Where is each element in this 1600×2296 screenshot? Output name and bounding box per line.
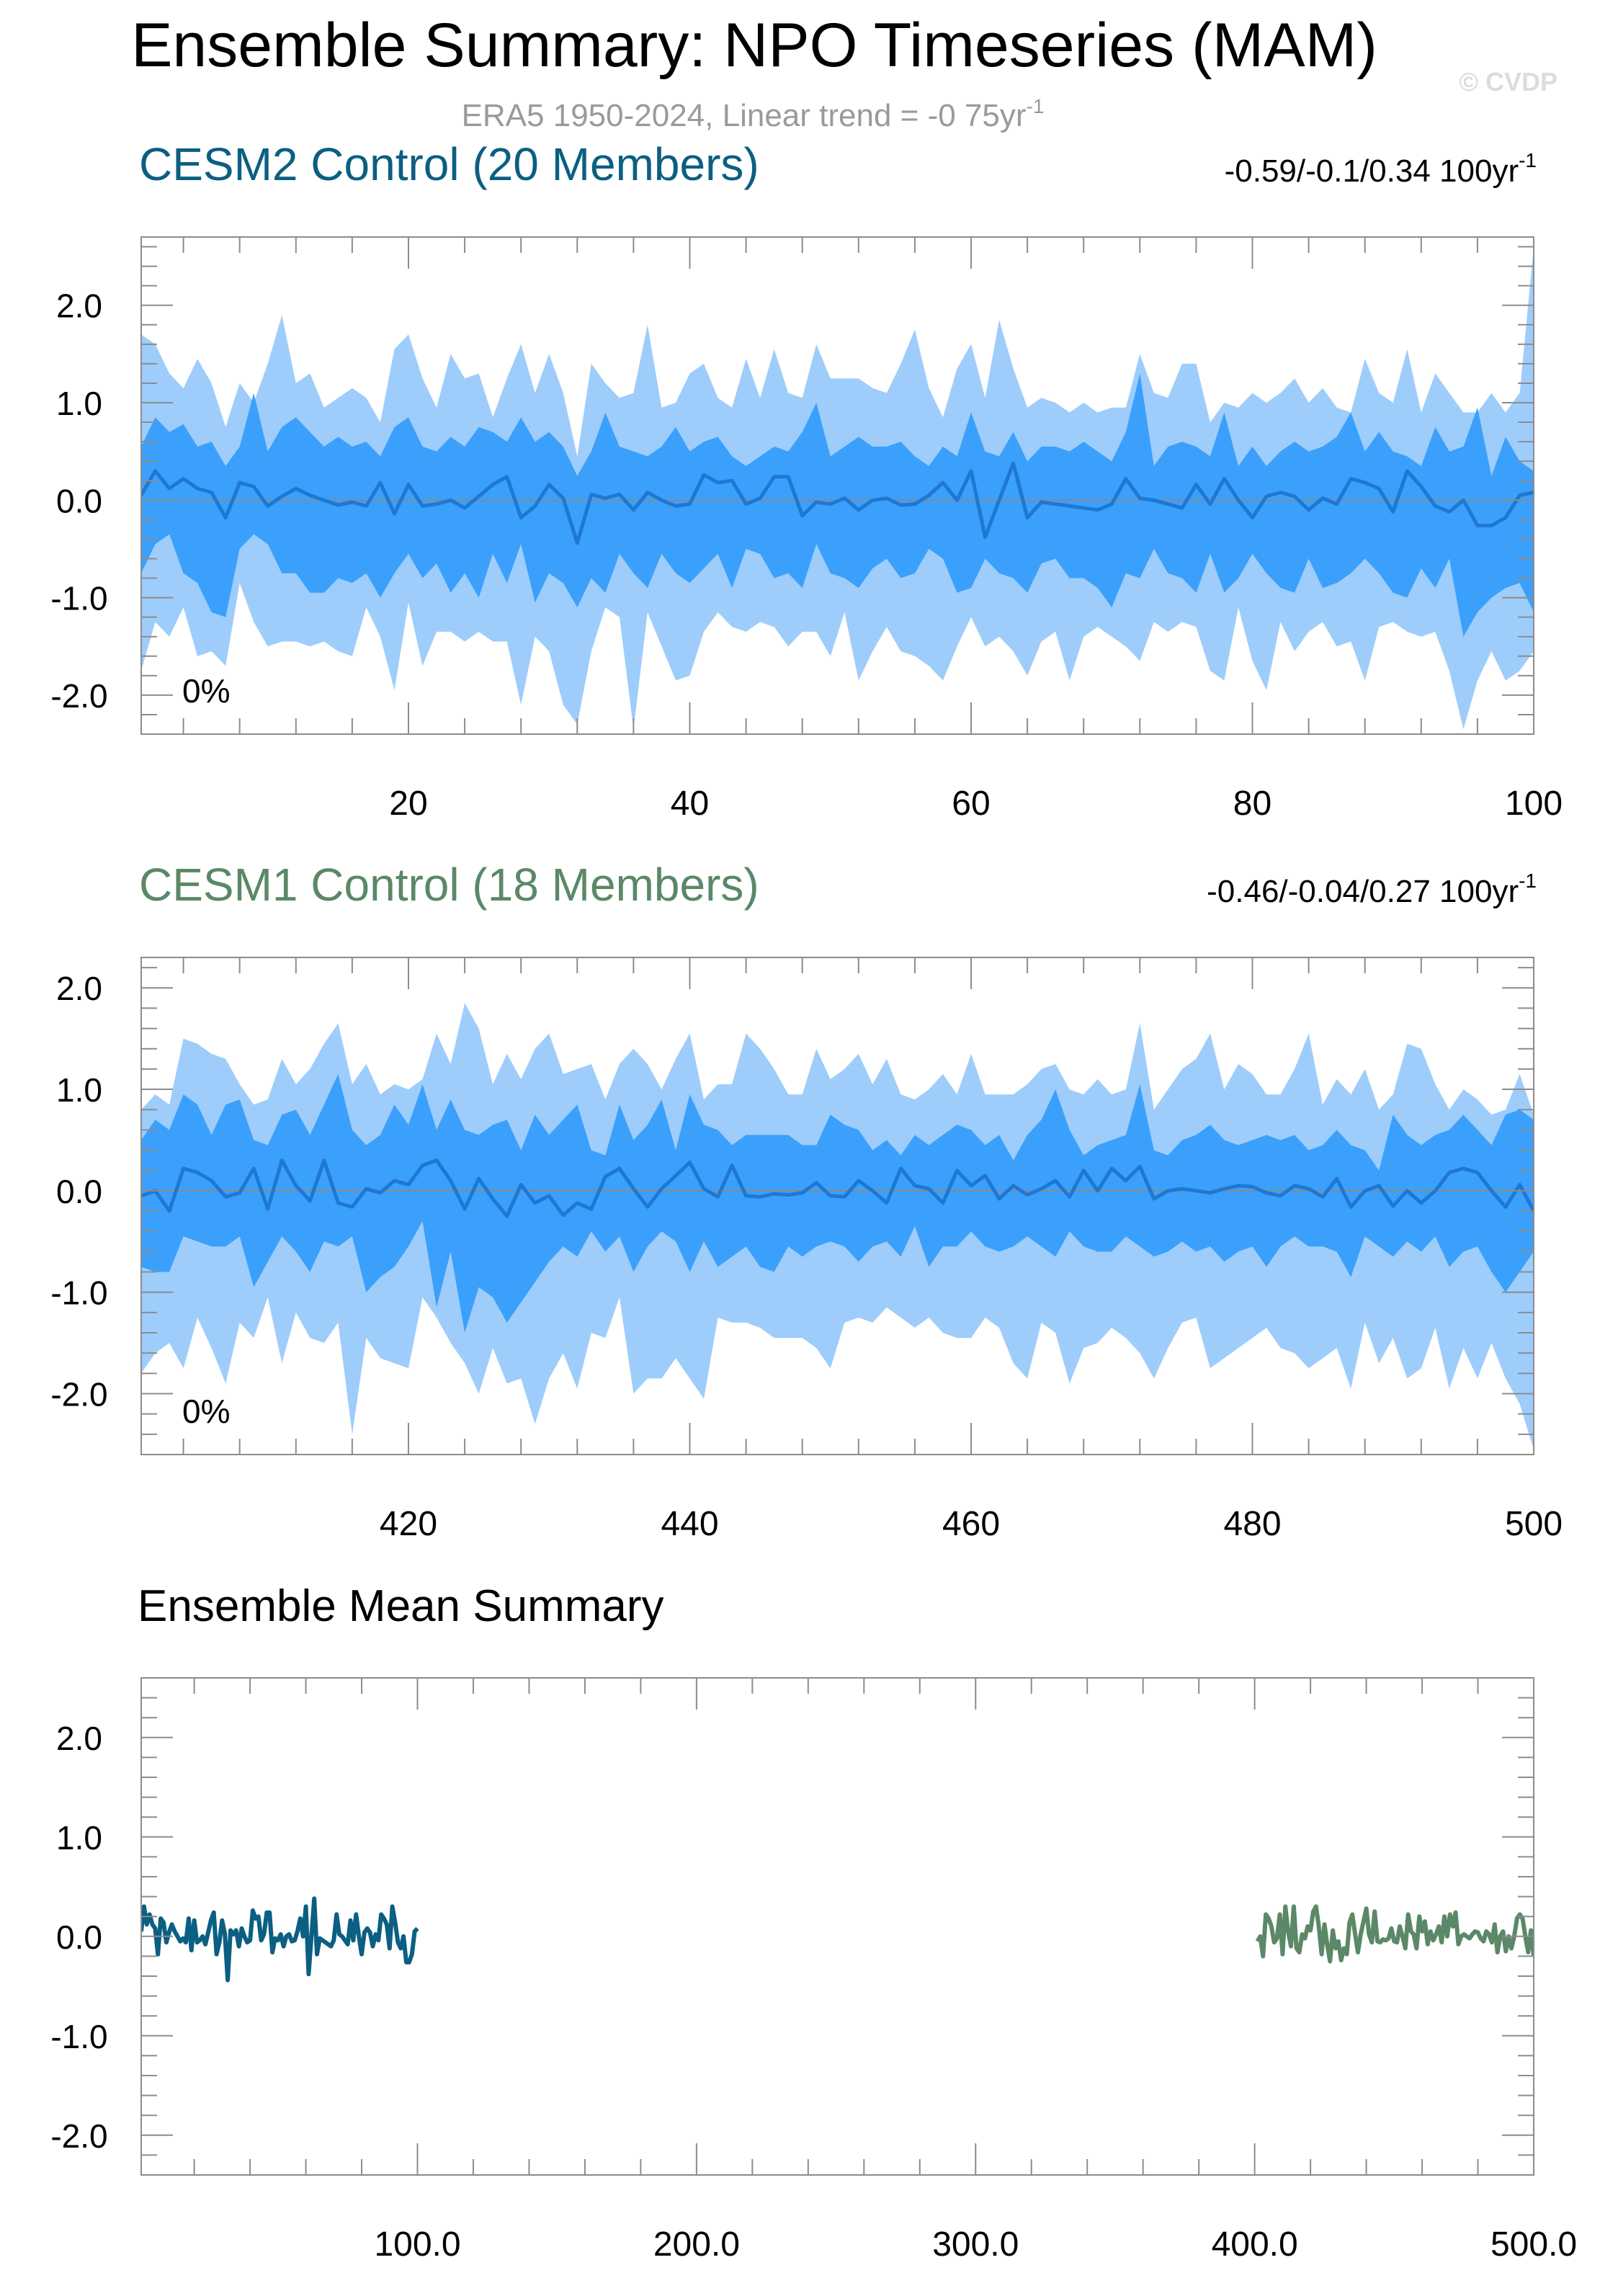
cesm1-median-line <box>141 1158 1534 1218</box>
figure-title: Ensemble Summary: NPO Timeseries (MAM) <box>131 11 1377 80</box>
cesm1-frame <box>140 957 1534 1455</box>
ensemble-mean-x-tick-label: 200.0 <box>653 2225 740 2264</box>
cesm1-y-tick-label: 2.0 <box>56 970 102 1007</box>
subtitle: ERA5 1950-2024, Linear trend = -0 75yr-1 <box>462 95 1045 133</box>
ensemble-mean-series-line-1 <box>141 1896 419 1983</box>
ensemble-mean-x-tick-label: 400.0 <box>1212 2225 1298 2264</box>
cesm1-panel: CESM1 Control (18 Members) -0.46/-0.04/0… <box>50 859 1563 1543</box>
ensemble-mean-frame <box>140 1677 1534 2176</box>
cesm2-y-tick-label: 0.0 <box>56 482 102 519</box>
cesm2-plot-area: 2.0 1.0 0.0 -1.0 -2.0 20 40 60 80 100 <box>50 236 1563 823</box>
cesm1-y-tick-label: 0.0 <box>56 1173 102 1210</box>
cesm1-x-tick-label: 460 <box>942 1505 1000 1543</box>
cesm2-panel-title: CESM2 Control (20 Members) <box>139 138 759 190</box>
ensemble-mean-y-tick-label: -2.0 <box>50 2117 107 2155</box>
cesm2-panel: CESM2 Control (20 Members) -0.59/-0.1/0.… <box>50 138 1563 823</box>
cesm2-trend-label: -0.59/-0.1/0.34 100yr-1 <box>1225 149 1537 189</box>
cesm2-y-tick-label: 1.0 <box>56 385 102 422</box>
cesm2-x-tick-label: 20 <box>389 785 427 823</box>
cesm2-x-tick-label: 40 <box>671 785 709 823</box>
ensemble-mean-plot-area: 2.0 1.0 0.0 -1.0 -2.0 100.0 200.0 300.0 400.0 500… <box>50 1677 1577 2264</box>
cesm2-frame <box>140 236 1534 735</box>
cesm2-x-tick-label: 100 <box>1505 785 1563 823</box>
cesm1-panel-title: CESM1 Control (18 Members) <box>139 859 759 911</box>
subtitle-main: ERA5 1950-2024, Linear trend = -0 75yr <box>462 98 1027 133</box>
cesm2-y-tick-label: -2.0 <box>50 677 107 715</box>
cesm1-y-tick-label: -2.0 <box>50 1376 107 1413</box>
cesm2-y-tick-label: -1.0 <box>50 580 107 617</box>
ensemble-mean-y-tick-label: -1.0 <box>50 2018 107 2055</box>
cesm2-x-tick-label: 80 <box>1233 785 1271 823</box>
ensemble-mean-series-line-2 <box>1255 1904 1534 1964</box>
cesm1-x-tick-label: 440 <box>661 1505 718 1543</box>
ensemble-mean-y-tick-label: 2.0 <box>56 1720 102 1757</box>
ensemble-mean-x-tick-label: 500.0 <box>1490 2225 1577 2264</box>
cesm1-corner-label: 0% <box>182 1393 230 1430</box>
ensemble-mean-panel-title: Ensemble Mean Summary <box>138 1581 664 1631</box>
cesm1-trend-superscript: -1 <box>1519 870 1537 892</box>
cesm1-trend-label: -0.46/-0.04/0.27 100yr-1 <box>1207 870 1537 909</box>
cesm1-y-tick-label: -1.0 <box>50 1274 107 1312</box>
cesm1-x-tick-label: 420 <box>380 1505 437 1543</box>
ensemble-mean-y-tick-label: 1.0 <box>56 1819 102 1857</box>
cesm1-x-tick-label: 500 <box>1505 1505 1563 1543</box>
ensemble-mean-panel: Ensemble Mean Summary 2.0 1.0 0.0 -1.0 -2.0 1… <box>50 1581 1577 2264</box>
cesm1-y-tick-label: 1.0 <box>56 1071 102 1109</box>
cesm1-plot-area: 2.0 1.0 0.0 -1.0 -2.0 420 440 460 480 500 <box>50 957 1563 1543</box>
cesm2-y-tick-label: 2.0 <box>56 287 102 325</box>
cesm1-inner-band <box>141 1073 1534 1333</box>
ensemble-mean-x-tick-label: 100.0 <box>374 2225 460 2264</box>
cesm2-x-tick-label: 60 <box>952 785 990 823</box>
cesm2-inner-band <box>141 373 1534 637</box>
subtitle-superscript: -1 <box>1027 95 1045 117</box>
cesm1-x-tick-label: 480 <box>1223 1505 1281 1543</box>
cesm2-trend-superscript: -1 <box>1519 149 1537 171</box>
watermark: © CVDP <box>1459 67 1557 97</box>
ensemble-mean-x-tick-label: 300.0 <box>932 2225 1019 2264</box>
cesm2-median-line <box>141 461 1534 545</box>
cesm2-trend-text: -0.59/-0.1/0.34 100yr <box>1225 153 1519 189</box>
cesm2-corner-label: 0% <box>182 672 230 710</box>
ensemble-mean-y-tick-label: 0.0 <box>56 1918 102 1956</box>
cesm1-trend-text: -0.46/-0.04/0.27 100yr <box>1207 874 1519 909</box>
